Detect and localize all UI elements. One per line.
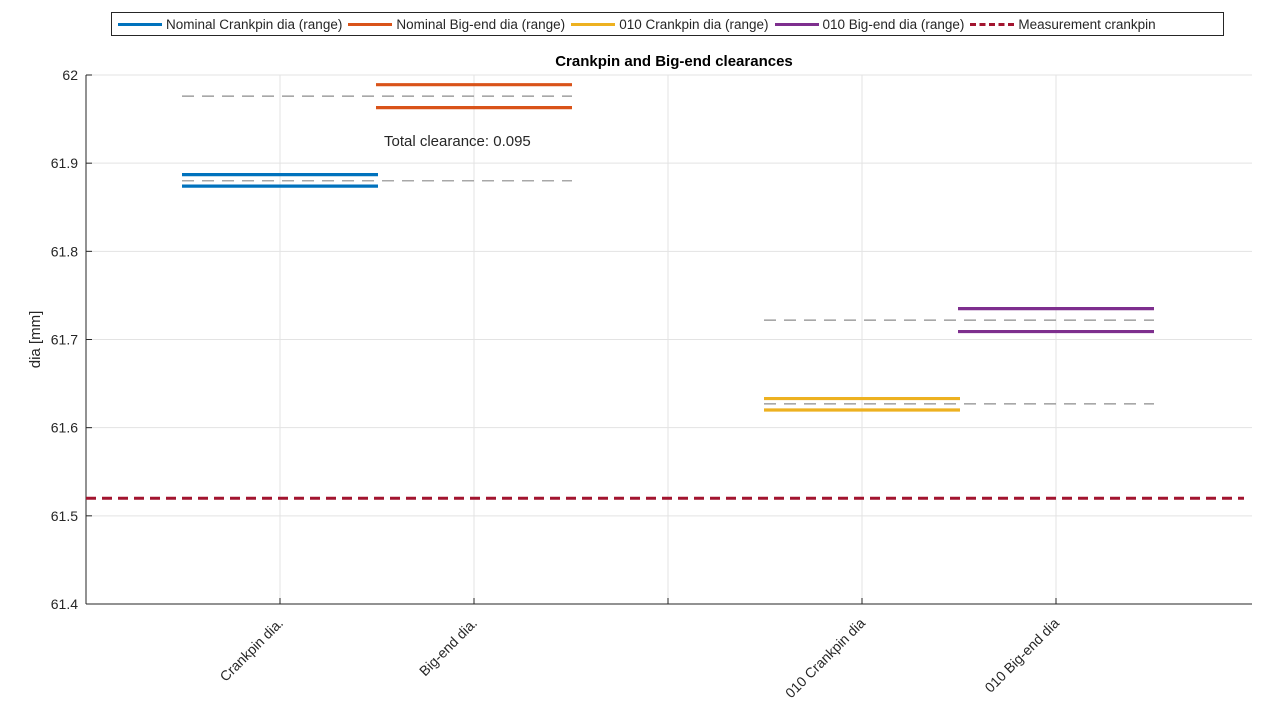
legend-item: 010 Big-end dia (range): [774, 16, 965, 32]
clearance-annotation: Total clearance: 0.095: [384, 133, 531, 150]
legend-item: Measurement crankpin: [970, 16, 1156, 32]
x-tick-label: 010 Big-end dia: [981, 615, 1062, 696]
chart-legend: Nominal Crankpin dia (range) Nominal Big-…: [111, 12, 1224, 36]
y-tick-label: 61.4: [51, 596, 78, 612]
legend-label: Nominal Big-end dia (range): [396, 16, 566, 32]
y-tick-label: 61.9: [51, 155, 78, 171]
legend-swatch: [118, 22, 162, 26]
legend-label: 010 Crankpin dia (range): [619, 16, 769, 32]
legend-item: Nominal Big-end dia (range): [348, 17, 565, 32]
legend-label: Measurement crankpin: [1018, 16, 1156, 32]
y-tick-label: 61.7: [51, 332, 78, 348]
legend-swatch: [970, 22, 1015, 26]
y-axis-label: dia [mm]: [27, 311, 44, 369]
legend-swatch: [571, 22, 616, 26]
legend-swatch: [774, 22, 819, 26]
legend-item: 010 Crankpin dia (range): [571, 16, 769, 32]
x-tick-label: 010 Crankpin dia: [782, 615, 868, 701]
legend-item: Nominal Crankpin dia (range): [118, 17, 342, 32]
x-tick-label: Crankpin dia.: [216, 615, 286, 685]
legend-swatch: [348, 22, 393, 26]
legend-label: 010 Big-end dia (range): [822, 16, 965, 32]
chart-title: Crankpin and Big-end clearances: [555, 53, 793, 70]
y-tick-label: 61.8: [51, 243, 78, 259]
legend-label: Nominal Crankpin dia (range): [166, 16, 343, 32]
y-tick-label: 61.6: [51, 420, 78, 436]
y-tick-label: 61.5: [51, 508, 78, 524]
x-tick-label: Big-end dia.: [416, 615, 480, 679]
y-tick-label: 62: [62, 67, 78, 83]
